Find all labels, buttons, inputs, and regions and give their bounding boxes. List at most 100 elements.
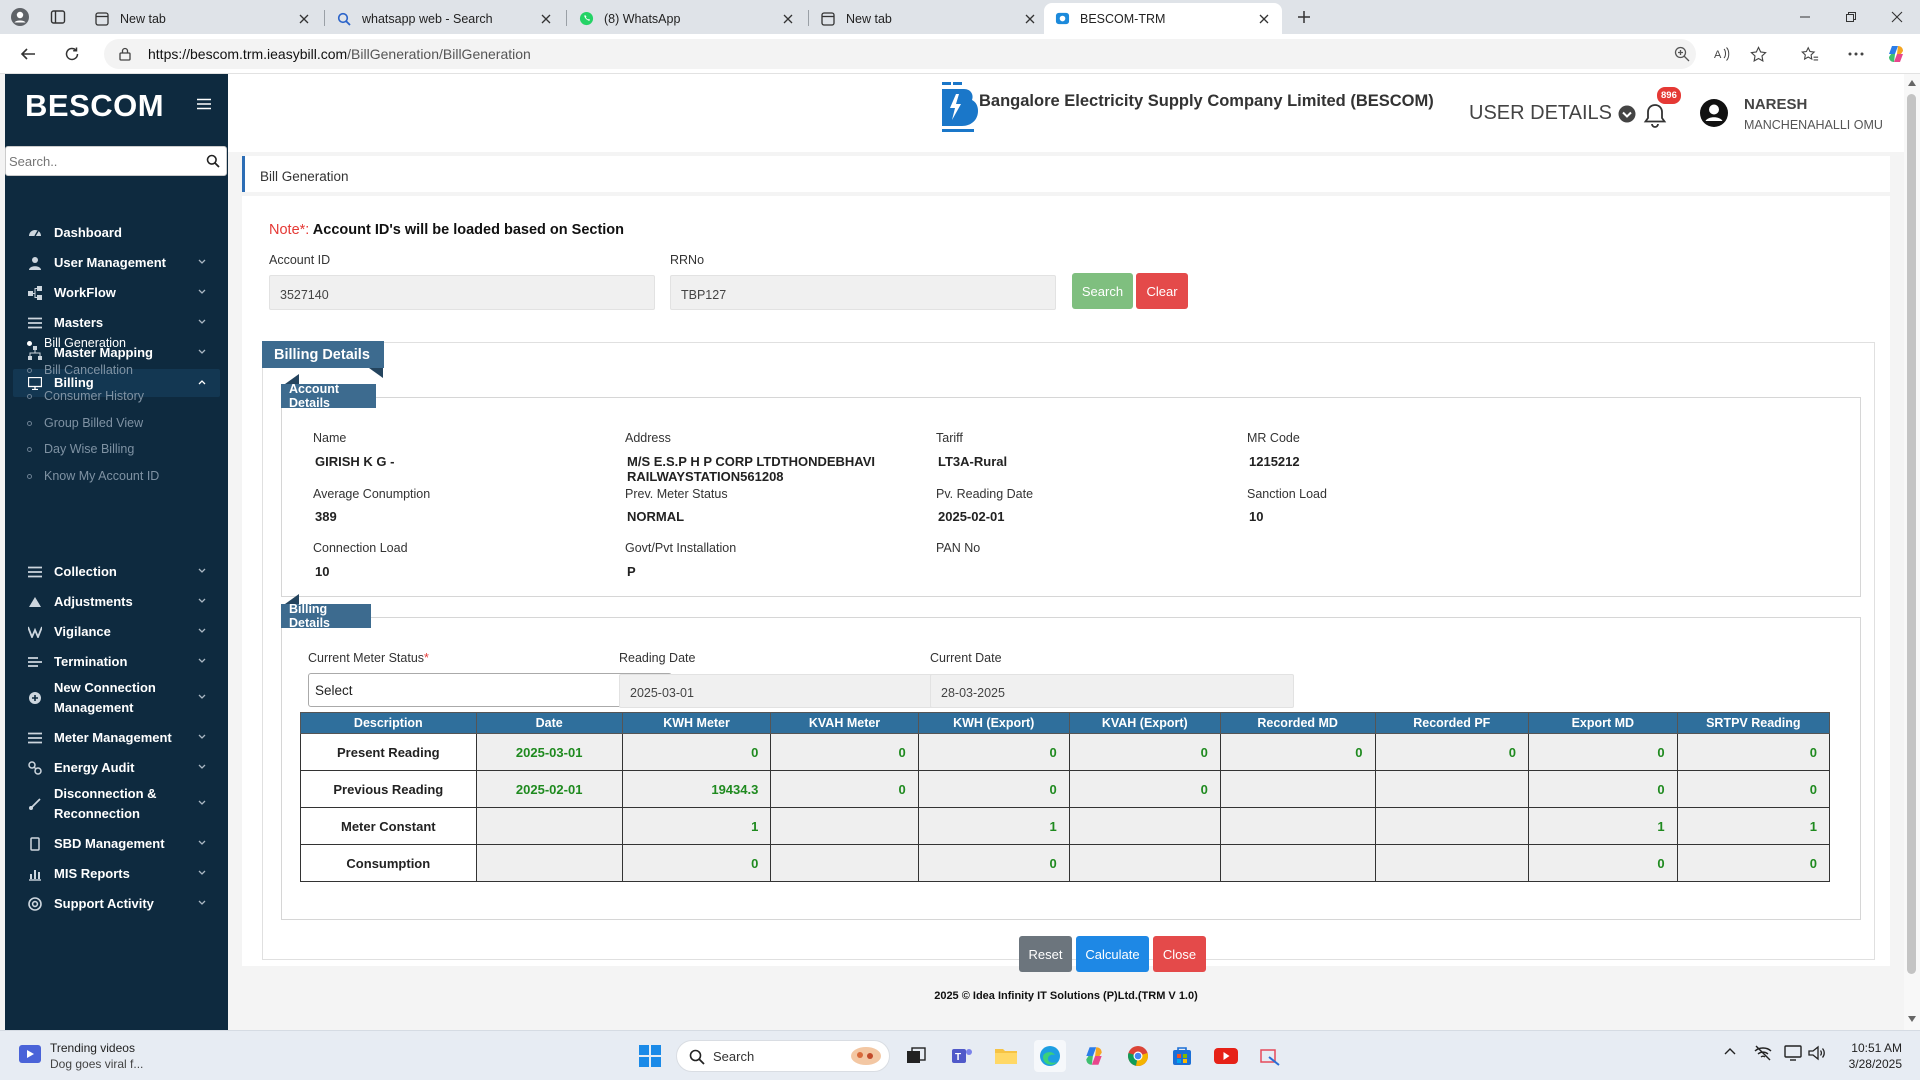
sidebar-item-dashboard[interactable]: Dashboard xyxy=(13,221,220,245)
user-details-dropdown[interactable]: USER DETAILS xyxy=(1469,102,1636,125)
back-icon[interactable] xyxy=(14,40,42,68)
more-menu-icon[interactable] xyxy=(1842,40,1870,68)
news-title[interactable]: Trending videos xyxy=(50,1041,135,1055)
zoom-icon[interactable] xyxy=(1674,46,1690,62)
table-cell xyxy=(1374,844,1530,882)
svg-text:A: A xyxy=(1714,49,1722,61)
copilot-app-icon[interactable] xyxy=(1078,1040,1110,1072)
site-info-icon[interactable] xyxy=(118,47,132,61)
file-explorer-icon[interactable] xyxy=(990,1040,1022,1072)
taskbar-search[interactable]: Search xyxy=(676,1040,890,1072)
search-icon[interactable] xyxy=(206,154,220,168)
close-tab-icon[interactable] xyxy=(780,11,796,27)
tab-new-tab-2[interactable]: New tab xyxy=(810,3,1048,34)
edge-browser-icon[interactable] xyxy=(1034,1040,1066,1072)
sidebar-item-billing[interactable]: Billing xyxy=(13,369,220,397)
billing-subitem-bill-cancellation[interactable]: Bill Cancellation xyxy=(27,363,133,377)
tab-whatsapp[interactable]: (8) WhatsApp xyxy=(568,3,806,34)
chrome-icon[interactable] xyxy=(1122,1040,1154,1072)
teams-icon[interactable]: T xyxy=(946,1040,978,1072)
sidebar-item-vigilance[interactable]: Vigilance xyxy=(13,620,220,644)
sidebar-item-workflow[interactable]: WorkFlow xyxy=(13,281,220,305)
tab-new-tab-1[interactable]: New tab xyxy=(84,3,322,34)
volume-icon[interactable] xyxy=(1808,1045,1826,1061)
youtube-icon[interactable] xyxy=(1210,1040,1242,1072)
calculate-button[interactable]: Calculate xyxy=(1076,936,1149,972)
meter-status-select[interactable]: Select xyxy=(308,673,672,707)
task-view-icon[interactable] xyxy=(900,1040,932,1072)
network-icon[interactable] xyxy=(1754,1045,1772,1061)
hamburger-menu-icon[interactable] xyxy=(197,98,211,110)
close-tab-icon[interactable] xyxy=(1022,11,1038,27)
sidebar-item-master-mapping[interactable]: Master Mapping xyxy=(13,341,220,365)
snipping-tool-icon[interactable] xyxy=(1254,1040,1286,1072)
billing-details-subribbon: Billing Details xyxy=(281,602,371,630)
current-date-input[interactable]: 28-03-2025 xyxy=(930,674,1294,708)
sidebar-item-label: New Connection Management xyxy=(54,680,156,715)
tab-actions-icon[interactable] xyxy=(44,3,72,31)
store-icon[interactable] xyxy=(1166,1040,1198,1072)
vertical-scrollbar[interactable] xyxy=(1904,74,1920,1030)
tab-whatsapp-search[interactable]: whatsapp web - Search xyxy=(326,3,564,34)
restore-button[interactable] xyxy=(1828,0,1874,34)
tab-bescom-trm[interactable]: BESCOM-TRM xyxy=(1044,3,1282,34)
sidebar-item-meter-management[interactable]: Meter Management xyxy=(13,726,220,750)
billing-subitem-day-wise-billing[interactable]: Day Wise Billing xyxy=(27,442,134,456)
account-id-input[interactable]: 3527140 xyxy=(269,275,655,310)
favorites-icon[interactable] xyxy=(1796,40,1824,68)
taskbar-search-placeholder: Search xyxy=(713,1049,755,1064)
close-button[interactable]: Close xyxy=(1153,936,1206,972)
billing-subitem-consumer-history[interactable]: Consumer History xyxy=(27,389,144,403)
reset-button[interactable]: Reset xyxy=(1019,936,1072,972)
sidebar-item-termination[interactable]: Termination xyxy=(13,650,220,674)
sidebar-item-support-activity[interactable]: Support Activity xyxy=(13,892,220,916)
clock-time[interactable]: 10:51 AM xyxy=(1851,1041,1902,1055)
display-icon[interactable] xyxy=(1784,1045,1802,1061)
sidebar-item-masters[interactable]: Masters xyxy=(13,311,220,335)
sidebar-item-new-connection[interactable]: New Connection Management xyxy=(13,678,220,718)
sidebar-item-user-management[interactable]: User Management xyxy=(13,251,220,275)
page-title: Bill Generation xyxy=(260,169,349,184)
user-avatar-icon[interactable] xyxy=(1699,98,1729,128)
sidebar-item-collection[interactable]: Collection xyxy=(13,560,220,584)
sidebar-item-adjustments[interactable]: Adjustments xyxy=(13,590,220,614)
billing-subitem-group-billed-view[interactable]: Group Billed View xyxy=(27,416,143,430)
close-window-button[interactable] xyxy=(1874,0,1920,34)
show-hidden-icons-icon[interactable] xyxy=(1724,1047,1736,1055)
chevron-down-icon xyxy=(198,840,206,846)
profile-icon[interactable] xyxy=(6,3,34,31)
new-tab-button[interactable] xyxy=(1290,3,1318,31)
sidebar-search-input[interactable] xyxy=(6,147,191,175)
sidebar-item-mis-reports[interactable]: MIS Reports xyxy=(13,862,220,886)
billing-subitem-know-my-account-id[interactable]: Know My Account ID xyxy=(27,469,159,483)
sidebar-item-sbd-management[interactable]: SBD Management xyxy=(13,832,220,856)
clock-date[interactable]: 3/28/2025 xyxy=(1848,1057,1902,1071)
minimize-button[interactable] xyxy=(1782,0,1828,34)
sidebar-item-disconnection[interactable]: Disconnection & Reconnection xyxy=(13,784,220,824)
subitem-label: Consumer History xyxy=(44,389,145,403)
refresh-icon[interactable] xyxy=(58,40,86,68)
billing-subitem-bill-generation[interactable]: Bill Generation xyxy=(27,336,126,350)
brand-logo[interactable]: BESCOM xyxy=(25,88,165,123)
reading-date-input[interactable]: 2025-03-01 xyxy=(619,674,983,708)
dashboard-icon xyxy=(27,225,43,241)
windows-start-icon[interactable] xyxy=(634,1040,666,1072)
news-widget-icon[interactable] xyxy=(18,1043,42,1065)
close-tab-icon[interactable] xyxy=(1256,11,1272,27)
close-tab-icon[interactable] xyxy=(296,11,312,27)
read-aloud-icon[interactable]: A xyxy=(1708,40,1736,68)
sidebar-item-energy-audit[interactable]: Energy Audit xyxy=(13,756,220,780)
mr-code-value: 1215212 xyxy=(1249,454,1300,469)
table-cell: 0 xyxy=(1676,844,1831,882)
copilot-icon[interactable] xyxy=(1882,40,1910,68)
url-bar[interactable]: https://bescom.trm.ieasybill.com/BillGen… xyxy=(104,39,1696,69)
rrno-input[interactable]: TBP127 xyxy=(670,275,1056,310)
news-subtitle[interactable]: Dog goes viral f... xyxy=(50,1057,144,1071)
clear-button[interactable]: Clear xyxy=(1136,273,1188,309)
close-tab-icon[interactable] xyxy=(538,11,554,27)
terminate-icon xyxy=(27,654,43,670)
favorite-star-icon[interactable] xyxy=(1744,40,1772,68)
search-button[interactable]: Search xyxy=(1072,273,1133,309)
notification-bell-icon[interactable] xyxy=(1643,102,1667,128)
scrollbar-thumb[interactable] xyxy=(1907,94,1916,974)
